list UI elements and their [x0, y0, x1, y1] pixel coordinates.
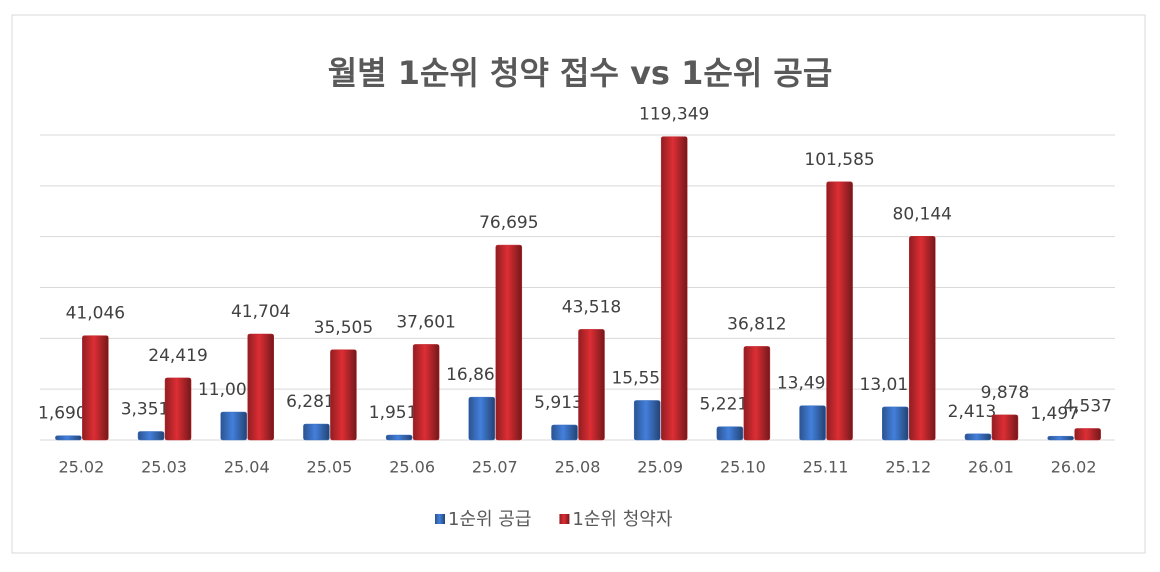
- x-tick-label: 25.05: [307, 458, 353, 477]
- bar: [303, 423, 330, 441]
- bar: [799, 405, 826, 441]
- bar: [964, 433, 992, 441]
- bar: [468, 396, 496, 441]
- data-label: 13,491: [777, 374, 836, 394]
- bar: [743, 346, 771, 441]
- bar: [578, 329, 605, 441]
- data-label: 1,690: [38, 404, 87, 424]
- legend-label: 1순위 청약자: [572, 509, 672, 530]
- x-tick-label: 26.02: [1051, 458, 1097, 477]
- legend-swatch: [435, 514, 445, 524]
- data-label: 15,556: [611, 368, 670, 388]
- data-label: 41,046: [66, 304, 125, 324]
- data-label: 3,351: [121, 399, 170, 419]
- x-tick-label: 25.04: [224, 458, 270, 477]
- x-tick-label: 25.06: [389, 458, 435, 477]
- data-label: 43,518: [562, 297, 621, 317]
- bar: [882, 406, 909, 441]
- data-label: 119,349: [639, 105, 709, 125]
- x-tick-label: 25.11: [803, 458, 849, 477]
- data-label: 13,013: [860, 375, 919, 395]
- bar: [909, 236, 936, 441]
- bar: [826, 181, 853, 441]
- bar: [164, 377, 192, 441]
- bar: [330, 349, 357, 441]
- data-label: 4,537: [1063, 396, 1112, 416]
- x-tick-label: 25.10: [720, 458, 766, 477]
- data-label: 6,281: [286, 392, 335, 412]
- bar: [633, 400, 661, 441]
- bar: [412, 344, 440, 441]
- x-tick-label: 25.02: [58, 458, 104, 477]
- data-label: 1,497: [1030, 404, 1079, 424]
- data-label: 101,585: [804, 150, 874, 170]
- bar: [991, 414, 1019, 441]
- data-label: 9,878: [981, 383, 1030, 403]
- x-tick-label: 25.09: [637, 458, 683, 477]
- bar: [716, 426, 744, 441]
- legend-label: 1순위 공급: [448, 509, 531, 530]
- bar: [220, 411, 247, 441]
- data-label: 11,008: [198, 380, 257, 400]
- x-tick-label: 25.08: [555, 458, 601, 477]
- x-tick-label: 25.03: [141, 458, 187, 477]
- data-label: 5,913: [534, 393, 583, 413]
- data-label: 80,144: [893, 204, 952, 224]
- bar: [82, 335, 109, 441]
- data-label: 37,601: [396, 312, 455, 332]
- chart-frame: [11, 14, 1146, 554]
- bar: [1047, 435, 1074, 441]
- bar: [247, 333, 274, 441]
- data-label: 5,221: [700, 395, 749, 415]
- data-label: 36,812: [727, 314, 786, 334]
- bar: [1074, 428, 1101, 441]
- bar: [551, 424, 578, 441]
- data-label: 76,695: [479, 213, 538, 233]
- data-label: 41,704: [231, 302, 290, 322]
- data-label: 35,505: [314, 318, 373, 338]
- bar: [137, 431, 165, 441]
- bar: [385, 434, 413, 441]
- x-tick-label: 26.01: [968, 458, 1014, 477]
- chart-title: 월별 1순위 청약 접수 vs 1순위 공급: [328, 54, 833, 92]
- bar: [660, 136, 688, 441]
- bar: [55, 435, 82, 441]
- data-label: 16,862: [446, 365, 505, 385]
- data-label: 24,419: [148, 346, 207, 366]
- data-label: 2,413: [948, 402, 997, 422]
- data-label: 1,951: [369, 403, 418, 423]
- bar: [495, 244, 523, 441]
- legend-swatch: [559, 514, 570, 524]
- x-tick-label: 25.07: [472, 458, 518, 477]
- x-tick-label: 25.12: [885, 458, 931, 477]
